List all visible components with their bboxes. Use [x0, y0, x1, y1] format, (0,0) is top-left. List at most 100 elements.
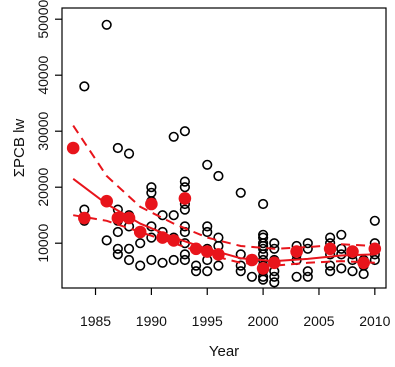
observation-point	[358, 268, 369, 280]
observation-point	[168, 254, 179, 266]
x-tick-label: 2000	[248, 313, 279, 329]
x-tick-label: 2010	[359, 313, 390, 329]
annual-mean-point	[122, 211, 136, 225]
y-axis-label: ΣPCB lw	[11, 119, 28, 178]
observation-point	[123, 254, 135, 266]
y-axis: 10000 20000 30000 40000 50000	[35, 0, 62, 263]
observation-point	[157, 257, 168, 268]
observation-point	[369, 215, 380, 226]
observation-point	[202, 221, 213, 232]
observation-point	[369, 254, 380, 266]
observation-point	[168, 210, 179, 221]
annual-mean-point	[368, 242, 382, 256]
annual-mean-point	[200, 245, 214, 258]
trend-lower-bound	[73, 214, 375, 267]
observation-point	[269, 271, 280, 282]
observation-point	[235, 266, 246, 277]
observation-point	[258, 238, 269, 249]
observation-point	[302, 271, 313, 282]
observation-point	[179, 254, 190, 266]
annual-mean-point	[145, 197, 158, 211]
x-tick-label: 1985	[80, 313, 111, 329]
observation-point	[235, 187, 246, 198]
annual-mean-point	[178, 192, 192, 205]
observation-point	[202, 226, 213, 238]
annual-mean-point	[66, 141, 80, 155]
observation-point	[336, 249, 347, 260]
x-axis-label: Year	[209, 343, 239, 360]
observation-point	[258, 274, 269, 285]
annual-mean-point	[346, 245, 359, 258]
observation-point	[235, 260, 246, 271]
y-tick-label: 50000	[35, 0, 51, 39]
observation-point	[336, 263, 347, 274]
x-tick-label: 1995	[192, 313, 223, 329]
observation-point	[179, 182, 190, 193]
observation-point	[101, 19, 112, 30]
observation-point	[336, 229, 347, 240]
x-axis: 1985 1990 1995 2000 2005 2010	[80, 288, 391, 329]
observation-point	[135, 260, 146, 271]
observation-point	[190, 260, 202, 271]
annual-mean-point	[133, 225, 147, 239]
annual-mean-point	[100, 194, 113, 208]
observation-point	[112, 243, 123, 254]
annual-mean-point	[323, 242, 337, 256]
observation-point	[135, 238, 146, 249]
x-tick-label: 1990	[136, 313, 167, 329]
observation-point	[325, 260, 336, 271]
observation-point	[79, 81, 90, 92]
y-tick-label: 30000	[35, 112, 51, 151]
observation-point	[168, 131, 179, 142]
annual-mean-point	[290, 245, 303, 258]
x-tick-label: 2005	[303, 313, 334, 329]
annual-mean-point	[167, 234, 181, 247]
annual-mean-point	[245, 253, 259, 267]
annual-mean-point	[267, 256, 281, 270]
observation-point	[112, 249, 123, 260]
annual-mean-point	[357, 256, 370, 270]
y-tick-label: 20000	[35, 168, 51, 207]
y-tick-label: 40000	[35, 56, 51, 95]
observation-point	[146, 187, 157, 198]
observation-point	[325, 232, 336, 243]
observation-point	[246, 271, 258, 282]
observation-point	[112, 226, 123, 238]
annual-mean-point	[111, 211, 125, 225]
observation-point	[112, 142, 123, 154]
observation-point	[302, 243, 313, 254]
observation-point	[347, 266, 358, 277]
plot-frame	[61, 7, 387, 289]
annual-mean-points	[66, 141, 382, 275]
annual-mean-point	[78, 211, 91, 225]
annual-mean-point	[156, 231, 169, 244]
observation-point	[101, 235, 112, 246]
observation-point	[258, 198, 269, 210]
observation-point	[190, 266, 202, 277]
observation-point	[213, 170, 224, 182]
trend-upper-bound	[72, 125, 375, 250]
observation-point	[302, 266, 313, 277]
observation-point	[146, 182, 157, 193]
observation-point	[202, 266, 213, 277]
observation-point	[325, 266, 336, 277]
observation-point	[269, 238, 280, 249]
observation-point	[202, 159, 213, 170]
observation-point	[123, 243, 135, 254]
observation-point	[213, 260, 224, 271]
annual-mean-point	[256, 262, 270, 275]
observation-point	[146, 254, 157, 266]
annual-mean-point	[189, 242, 203, 256]
observation-point	[179, 126, 190, 137]
observation-point	[269, 277, 280, 288]
observation-point	[302, 238, 313, 249]
observation-point	[157, 210, 168, 221]
observation-point	[179, 176, 190, 187]
observation-point	[179, 249, 190, 260]
observation-point	[258, 249, 269, 260]
observation-point	[291, 271, 302, 282]
annual-mean-point	[212, 248, 225, 261]
observation-point	[146, 232, 157, 243]
y-tick-label: 10000	[35, 224, 51, 263]
